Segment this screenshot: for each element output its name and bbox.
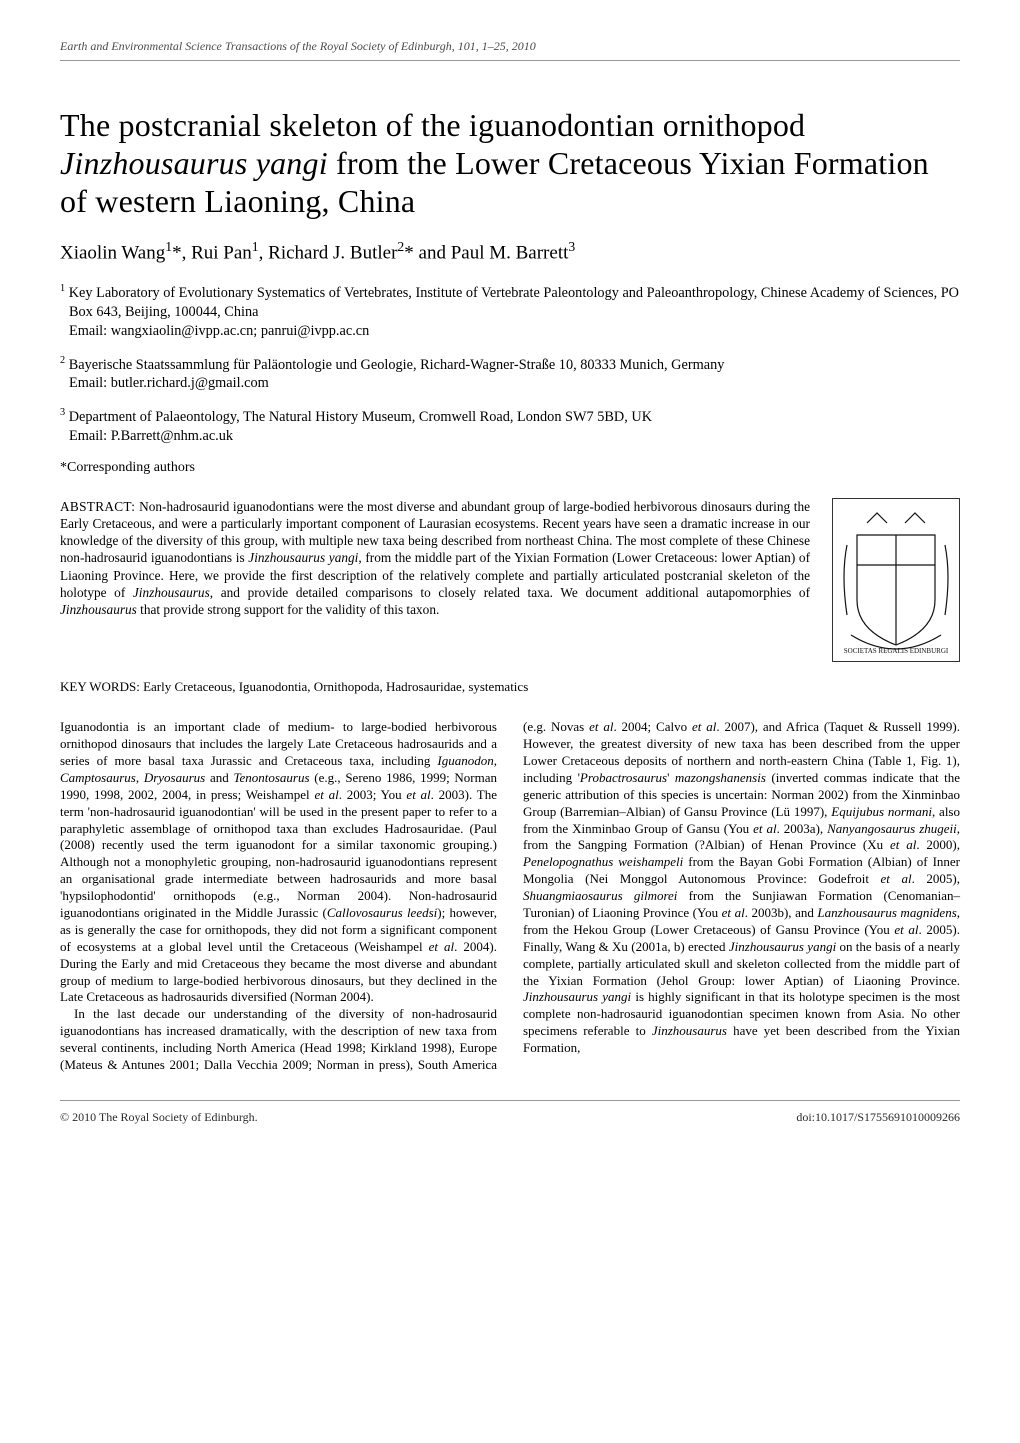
- title-taxon: Jinzhousaurus yangi: [60, 145, 328, 181]
- affiliations-block: 1 Key Laboratory of Evolutionary Systema…: [60, 282, 960, 445]
- crest-icon: SOCIETAS REGALIS EDINBURGI: [837, 505, 955, 655]
- footer-doi: doi:10.1017/S1755691010009266: [796, 1109, 960, 1125]
- affiliation: 2 Bayerische Staatssammlung für Paläonto…: [60, 354, 960, 393]
- article-title: The postcranial skeleton of the iguanodo…: [60, 107, 960, 220]
- affiliation: 1 Key Laboratory of Evolutionary Systema…: [60, 282, 960, 340]
- title-pre: The postcranial skeleton of the iguanodo…: [60, 107, 805, 143]
- abstract-body: Non-hadrosaurid iguanodontians were the …: [60, 499, 810, 618]
- abstract-label: ABSTRACT:: [60, 499, 139, 514]
- bottom-rule: [60, 1100, 960, 1101]
- body-paragraph: Iguanodontia is an important clade of me…: [60, 719, 497, 1006]
- body-columns: Iguanodontia is an important clade of me…: [60, 719, 960, 1074]
- keywords-label: KEY WORDS:: [60, 679, 143, 694]
- footer-copyright: © 2010 The Royal Society of Edinburgh.: [60, 1109, 258, 1125]
- abstract-block: ABSTRACT: Non-hadrosaurid iguanodontians…: [60, 498, 960, 662]
- affiliation: 3 Department of Palaeontology, The Natur…: [60, 406, 960, 445]
- svg-text:SOCIETAS REGALIS EDINBURGI: SOCIETAS REGALIS EDINBURGI: [844, 647, 949, 655]
- authors-line: Xiaolin Wang1*, Rui Pan1, Richard J. But…: [60, 238, 960, 266]
- society-crest: SOCIETAS REGALIS EDINBURGI: [832, 498, 960, 662]
- corresponding-note: *Corresponding authors: [60, 459, 960, 478]
- running-head: Earth and Environmental Science Transact…: [60, 38, 960, 60]
- top-rule: [60, 60, 960, 61]
- keywords-line: KEY WORDS: Early Cretaceous, Iguanodonti…: [60, 678, 960, 696]
- keywords-body: Early Cretaceous, Iguanodontia, Ornithop…: [143, 679, 528, 694]
- footer: © 2010 The Royal Society of Edinburgh. d…: [60, 1109, 960, 1125]
- abstract-text: ABSTRACT: Non-hadrosaurid iguanodontians…: [60, 498, 810, 662]
